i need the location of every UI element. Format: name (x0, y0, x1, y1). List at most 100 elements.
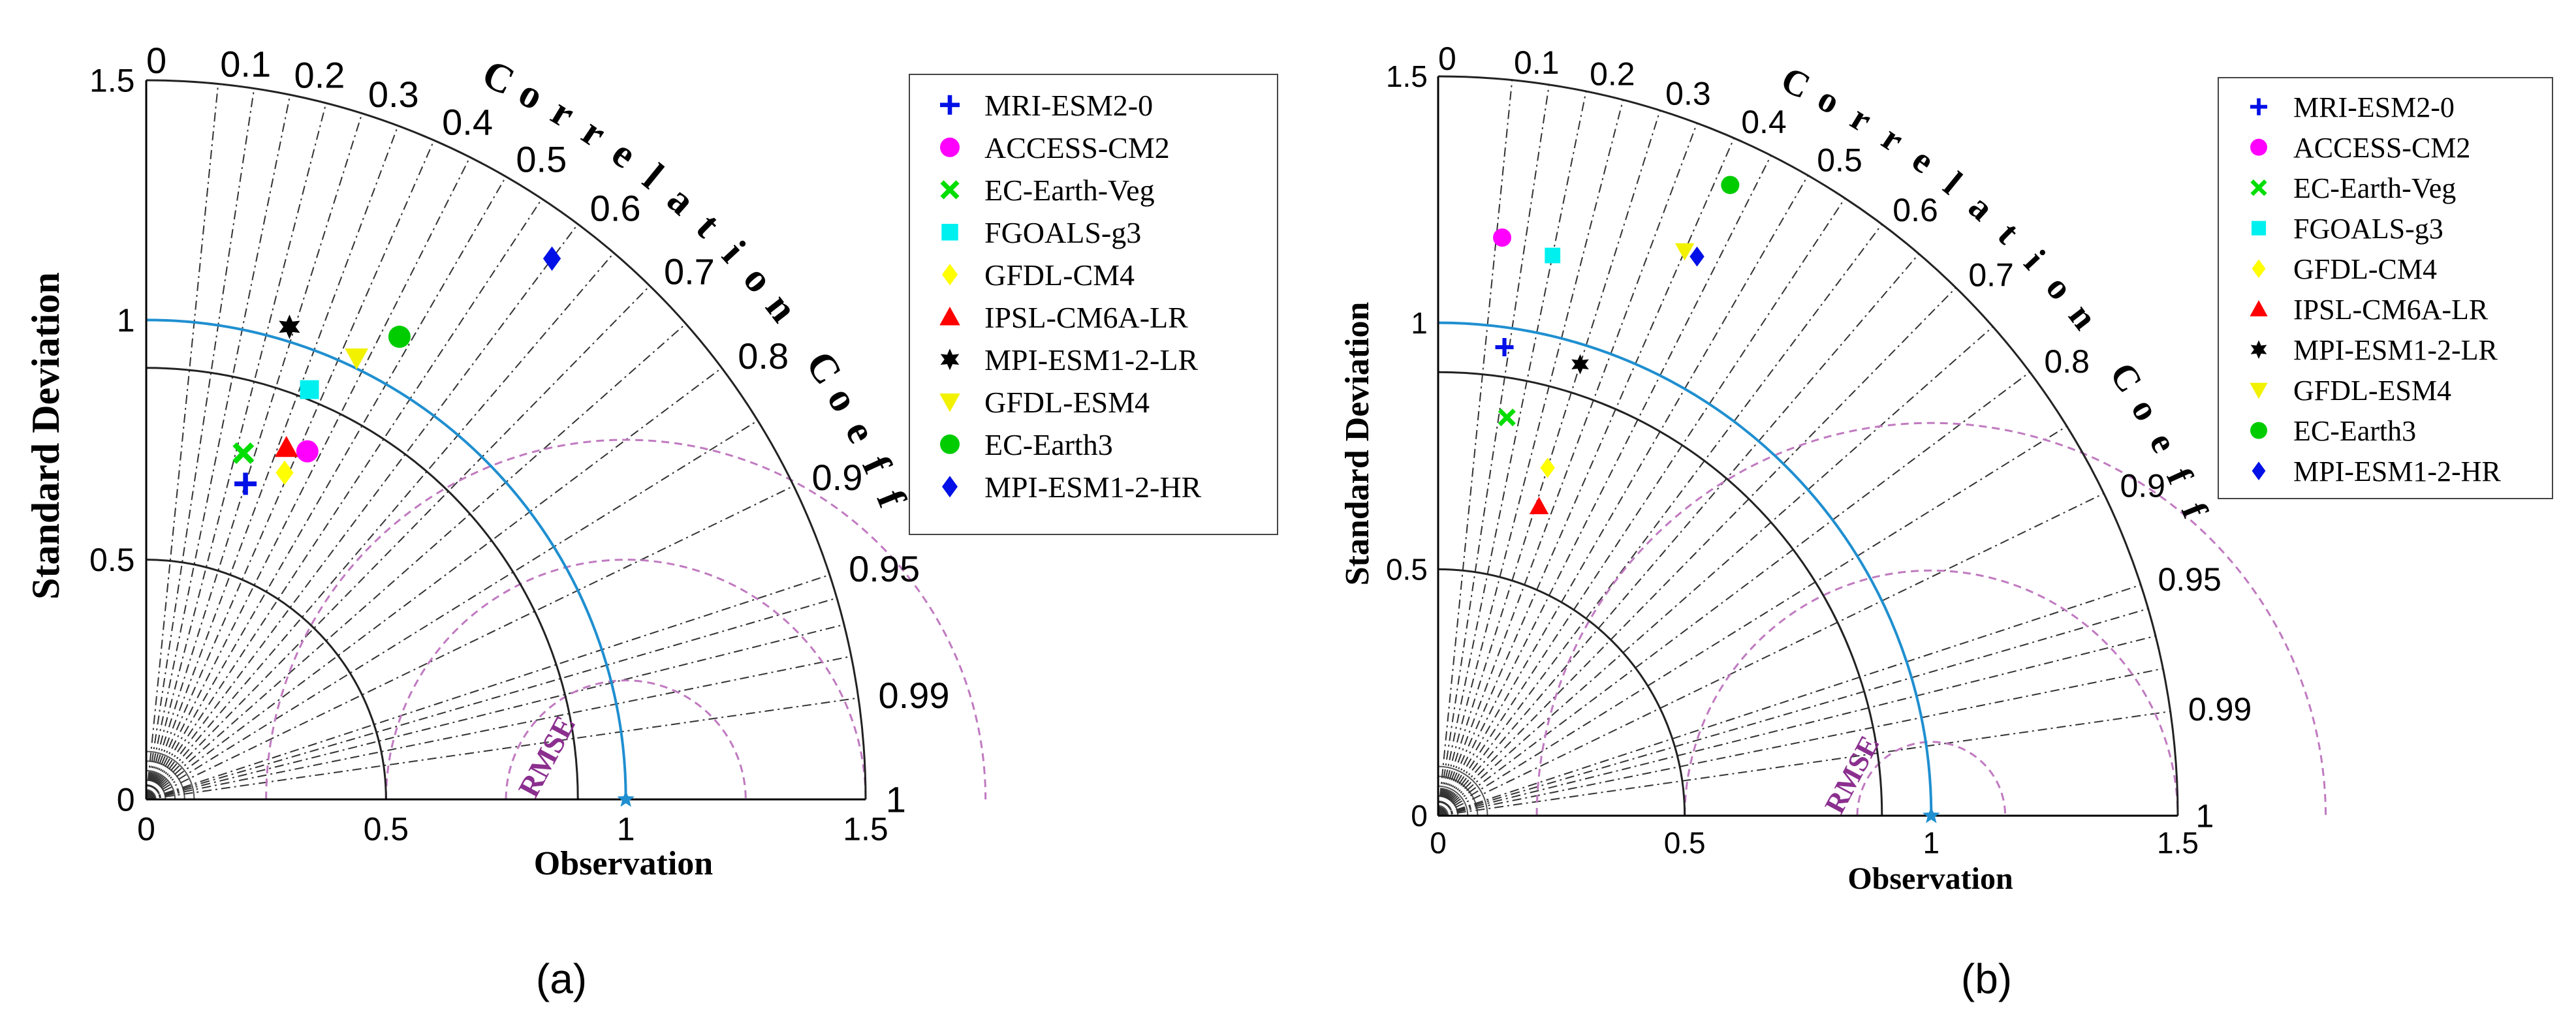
panel-b-correlation-title-char: f (2158, 462, 2201, 491)
panel-a-correlation-tick-label: 0.5 (516, 139, 567, 180)
panel-b-legend-label: GFDL-CM4 (2293, 253, 2437, 285)
panel-b-std-circle (1437, 371, 1883, 816)
panel-a-correlation-ray (146, 113, 363, 800)
panel-a-legend-marker (942, 264, 958, 286)
panel-b-point-access-cm2 (1493, 228, 1512, 247)
panel-b-point-gfdl-cm4 (1540, 457, 1555, 478)
panel-a-y-tick-label: 1 (117, 302, 135, 339)
panel-a-correlation-ray (146, 198, 542, 800)
panel-a-x-tick-label: 1 (617, 811, 635, 848)
panel-b-legend-label: ACCESS-CM2 (2293, 132, 2470, 164)
panel-b-legend-box (2218, 77, 2553, 499)
panel-b-legend-label: MRI-ESM2-0 (2293, 91, 2455, 123)
panel-a-correlation-ray (146, 84, 219, 800)
panel-a-point-gfdl-esm4 (345, 348, 369, 370)
panel-b-correlation-ray (1437, 608, 2148, 816)
panel-b-observation-label: Observation (1847, 861, 2013, 896)
panel-a-legend-marker (939, 307, 960, 326)
panel-a-legend-marker (941, 224, 958, 241)
panel-b-point-mri-esm2-0 (1495, 338, 1514, 357)
panel-b-correlation-ray (1437, 99, 1624, 816)
panel-b-legend-label: FGOALS-g3 (2293, 213, 2443, 245)
panel-b-correlation-ray (1437, 493, 2105, 816)
panel-a-correlation-ray (146, 485, 794, 800)
panel-a-legend-marker (942, 476, 958, 498)
panel-a-correlation-ray (146, 323, 687, 800)
panel-a-correlation-tick-label: 0.3 (368, 74, 419, 115)
panel-b-correlation-title-char: C (1775, 59, 1817, 107)
panel-b-correlation-tick-label: 1 (2196, 798, 2214, 835)
panel-a-point-access-cm2 (296, 440, 319, 463)
panel-b-correlation-tick-label: 0.8 (2044, 343, 2090, 380)
panel-a-correlation-tick-label: 0.7 (664, 251, 715, 292)
panel-b-legend-marker (2252, 259, 2266, 278)
panel-a-correlation-ray (146, 223, 579, 800)
panel-a-legend-box (909, 74, 1278, 535)
panel-a-correlation-title-char: l (635, 156, 671, 198)
panel-b-correlation-ray (1437, 198, 1846, 816)
panel-a-correlation-ray (146, 285, 651, 800)
panel-a-correlation-title-char: r (544, 89, 582, 136)
panel-a-legend-marker (940, 95, 960, 115)
panel-a-legend-label: EC-Earth3 (984, 428, 1113, 461)
panel-b-correlation-ray (1437, 371, 2030, 816)
panel-b-correlation-ray (1437, 326, 1994, 816)
panel-b-legend-marker (2250, 422, 2267, 439)
panel-a-point-mpi-esm1-2-lr (279, 315, 300, 339)
panel-b-correlation-title-char: r (1844, 97, 1878, 140)
panel-a-rmse-contour (505, 679, 747, 800)
panel-a-point-ec-earth3 (388, 326, 411, 348)
panel-b-correlation-tick-label: 0.99 (2188, 691, 2252, 728)
panel-b-std-circle (1437, 75, 2179, 816)
panel-a-observation-point (617, 790, 635, 807)
panel-b-legend-marker (2251, 221, 2267, 236)
panel-b-legend-marker (2250, 382, 2268, 399)
panel-a-correlation-ray (146, 102, 327, 800)
panel-b-correlation-tick-label: 0.4 (1741, 104, 1787, 140)
panel-b-legend-marker (2250, 179, 2267, 196)
panel-b-correlation-ray (1437, 123, 1698, 816)
panel-b-correlation-ray (1437, 635, 2156, 816)
panel-b-correlation-tick-label: 0.6 (1893, 192, 1938, 228)
panel-a-inner-circle (146, 750, 195, 800)
panel-b-y-tick-label: 0.5 (1386, 552, 1428, 586)
panel-b-y-tick-label: 0 (1411, 799, 1428, 833)
panel-a-point-ipsl-cm6a-lr (274, 435, 298, 457)
panel-b-correlation-tick-label: 0.5 (1817, 142, 1862, 178)
panel-b-legend-label: EC-Earth3 (2293, 415, 2416, 447)
panel-a-correlation-title-char: C (797, 344, 850, 392)
panel-a-correlation-ray (146, 655, 852, 800)
panel-b-correlation-title-char: o (2038, 268, 2081, 307)
panel-b-legend-marker (2250, 300, 2268, 316)
panel-a-legend-label: EC-Earth-Veg (984, 174, 1155, 207)
panel-b-correlation-title-char: n (2061, 296, 2105, 337)
panel-a-correlation-ray (146, 252, 615, 800)
panel-b-correlation-title-char: e (2141, 426, 2185, 459)
panel-a-correlation-tick-label: 0.99 (878, 675, 949, 716)
panel-a-ylabel: Standard Deviation (24, 272, 67, 600)
panel-b-label: (b) (1961, 955, 2012, 1002)
panel-a-legend-marker (940, 180, 960, 200)
panel-b-legend: MRI-ESM2-0 ACCESS-CM2 EC-Earth-Veg FGOALS-g… (2218, 77, 2553, 499)
panel-a-correlation-title-char: o (512, 70, 551, 119)
panel-b-observation-point (1923, 807, 1940, 824)
panel-a-correlation-title-char: t (687, 205, 729, 246)
panel-b-x-tick-label: 1.5 (2157, 826, 2199, 860)
panel-b-points (1493, 176, 1740, 514)
panel-b-legend-label: IPSL-CM6A-LR (2293, 294, 2489, 326)
panel-a-points (232, 246, 561, 495)
panel-a-correlation-title-char: o (734, 257, 781, 301)
panel-a-correlation-tick-label: 0.6 (590, 187, 641, 228)
panel-b-correlation-title-char: t (1990, 215, 2027, 253)
panel-b-correlation-tick-label: 0.7 (1968, 257, 2014, 294)
panel-a-correlation-tick-label: 1 (886, 779, 906, 820)
panel-b-inner-circle (1437, 785, 1469, 816)
panel-a-rmse-contour (265, 439, 987, 800)
panel-a-correlation-title-char: f (868, 484, 915, 514)
panel-a-y-tick-label: 0 (117, 782, 135, 818)
panel-a-correlation-title-char: f (853, 450, 900, 481)
panel-b-correlation-title-char: C (2101, 356, 2150, 399)
